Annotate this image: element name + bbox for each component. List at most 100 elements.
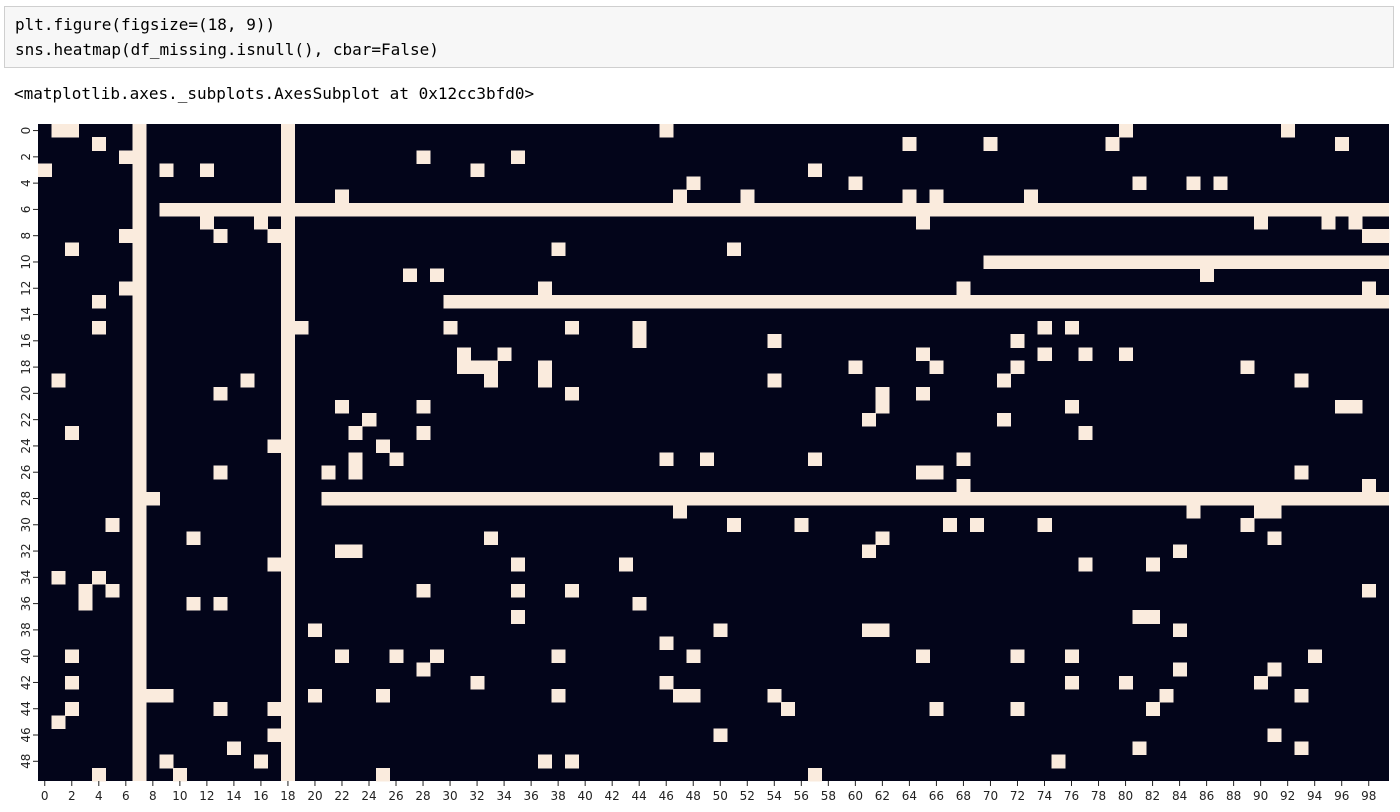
missing-cell [510, 610, 525, 624]
x-tick-label: 80 [1118, 789, 1133, 803]
x-tick-label: 86 [1199, 789, 1214, 803]
missing-cell [200, 215, 215, 230]
missing-cell [659, 675, 674, 690]
y-tick-label: 24 [19, 438, 33, 453]
missing-cell [470, 163, 485, 178]
missing-cell [65, 242, 80, 256]
missing-cell [51, 124, 66, 138]
missing-cell [713, 728, 728, 743]
missing-cell [632, 334, 647, 348]
x-tick-label: 92 [1280, 789, 1295, 803]
missing-column-18 [281, 124, 296, 781]
missing-cell [429, 649, 444, 664]
missing-cell [335, 399, 350, 414]
missing-cell [1010, 360, 1025, 375]
missing-cell [1172, 662, 1187, 677]
missing-cell [51, 373, 66, 388]
missing-cell [213, 702, 228, 716]
missing-cell [65, 649, 80, 664]
x-tick-label: 18 [280, 789, 295, 803]
missing-cell [767, 689, 782, 703]
missing-cell [1159, 689, 1174, 703]
missing-cell [267, 728, 282, 743]
x-tick-label: 2 [68, 789, 76, 803]
x-tick-label: 6 [122, 789, 130, 803]
x-tick-label: 94 [1307, 789, 1322, 803]
y-tick-label: 42 [19, 675, 33, 690]
missing-cell [659, 452, 674, 467]
missing-cell [416, 583, 431, 598]
missing-cell [429, 268, 444, 283]
missing-cell [200, 163, 215, 178]
missing-cell [1240, 360, 1255, 375]
missing-cell [929, 465, 944, 480]
missing-cell [632, 597, 647, 611]
missing-cell [727, 518, 742, 532]
code-cell[interactable]: plt.figure(figsize=(18, 9)) sns.heatmap(… [4, 6, 1394, 68]
missing-cell [65, 426, 80, 440]
missing-cell [65, 675, 80, 690]
y-tick-label: 16 [19, 333, 33, 348]
missing-cell [348, 426, 363, 440]
y-tick-label: 26 [19, 465, 33, 480]
missing-cell [1024, 189, 1039, 204]
missing-cell [308, 623, 323, 637]
y-tick-label: 12 [19, 281, 33, 296]
missing-cell [672, 505, 687, 519]
x-tick-label: 90 [1253, 789, 1268, 803]
missing-cell [1132, 741, 1147, 756]
missing-cell [1037, 518, 1052, 532]
missing-cell [740, 189, 755, 204]
missing-cell [1361, 229, 1376, 243]
missing-cell [659, 124, 674, 138]
x-tick-label: 78 [1091, 789, 1106, 803]
missing-values-heatmap: 0246810121416182022242628303234363840424… [19, 124, 1390, 803]
output-repr: <matplotlib.axes._subplots.AxesSubplot a… [14, 84, 535, 103]
missing-cell [970, 518, 985, 532]
missing-cell [456, 360, 471, 375]
missing-cell [65, 702, 80, 716]
missing-cell [92, 321, 107, 335]
y-tick-label: 20 [19, 386, 33, 401]
missing-cell [1078, 347, 1093, 362]
x-tick-label: 46 [659, 789, 674, 803]
missing-cell [537, 360, 552, 375]
missing-cell [1348, 215, 1363, 230]
missing-cell [686, 689, 701, 703]
missing-cell [308, 689, 323, 703]
missing-cell [402, 268, 417, 283]
missing-cell [159, 689, 174, 703]
missing-column-7 [132, 124, 147, 781]
missing-cell [416, 399, 431, 414]
missing-cell [159, 754, 174, 769]
missing-cell [254, 754, 269, 769]
missing-cell [551, 649, 566, 664]
missing-cell [1348, 399, 1363, 414]
missing-cell [173, 767, 188, 782]
missing-cell [916, 649, 931, 664]
x-tick-label: 64 [902, 789, 917, 803]
missing-cell [321, 465, 336, 480]
missing-cell [902, 137, 917, 151]
y-tick-label: 48 [19, 754, 33, 769]
missing-cell [781, 702, 796, 716]
missing-cell [875, 386, 890, 401]
missing-cell [564, 754, 579, 769]
missing-cell [1280, 124, 1295, 138]
missing-cell [1118, 124, 1133, 138]
missing-cell [916, 215, 931, 230]
missing-cell [875, 531, 890, 545]
missing-cell [1118, 347, 1133, 362]
missing-cell [1010, 649, 1025, 664]
x-tick-label: 52 [740, 789, 755, 803]
missing-cell [1064, 675, 1079, 690]
missing-cell [389, 452, 404, 467]
missing-cell [1294, 373, 1309, 388]
missing-cell [510, 583, 525, 598]
y-tick-label: 38 [19, 622, 33, 637]
missing-cell [254, 215, 269, 230]
x-tick-label: 34 [496, 789, 511, 803]
y-tick-label: 34 [19, 570, 33, 585]
missing-cell [1294, 741, 1309, 756]
x-tick-label: 32 [469, 789, 484, 803]
